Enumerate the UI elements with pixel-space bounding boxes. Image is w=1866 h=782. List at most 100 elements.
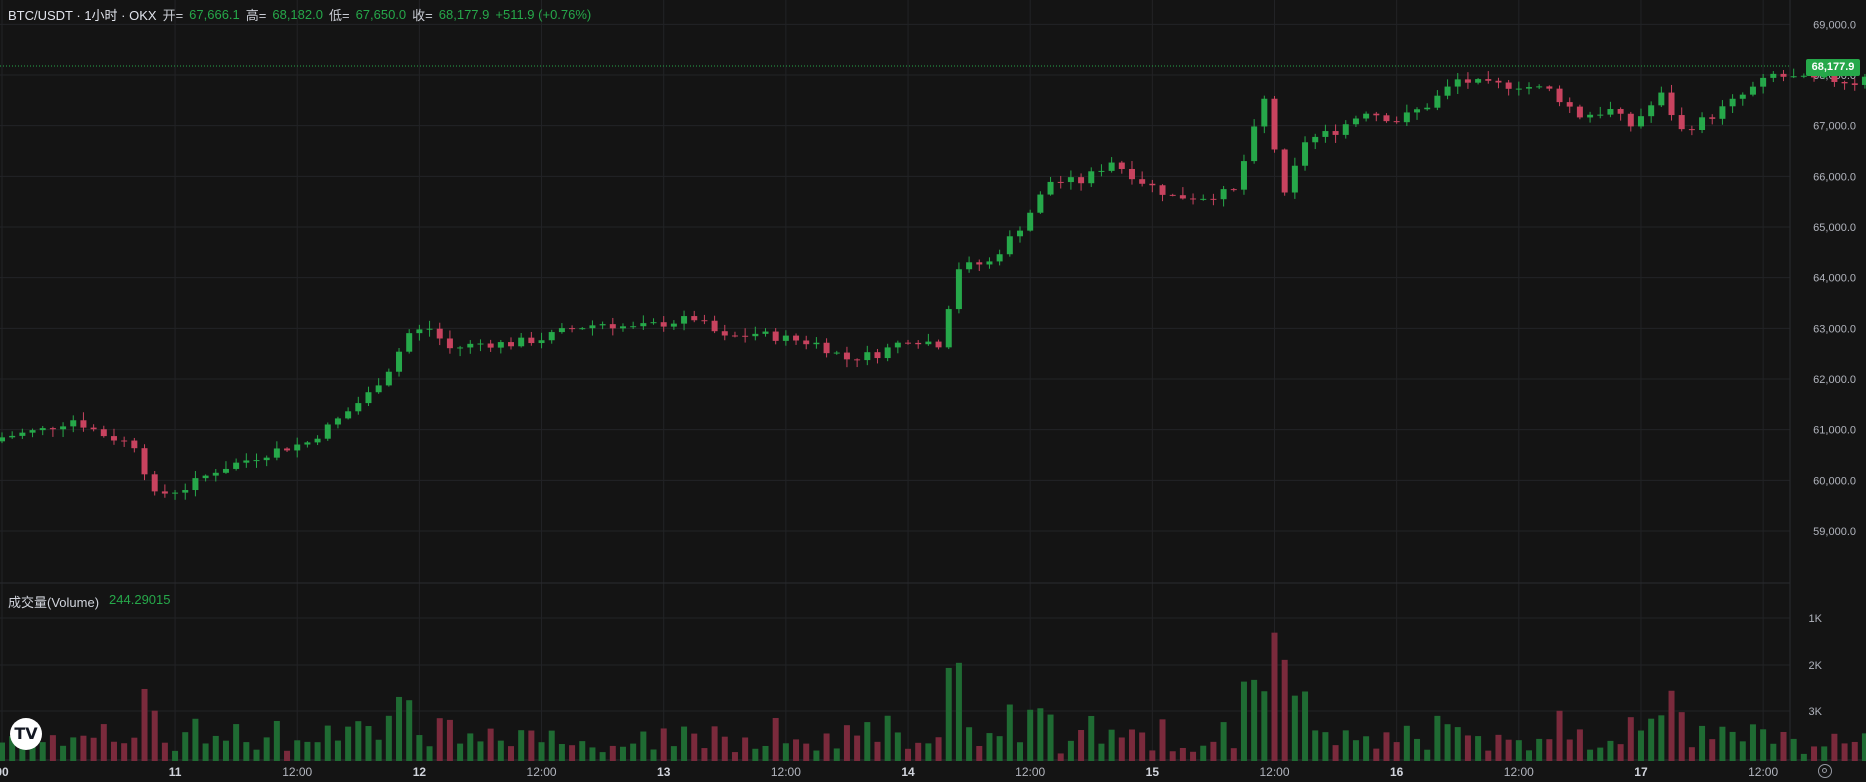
volume-bar xyxy=(60,745,67,761)
volume-bar xyxy=(1811,746,1818,761)
candle-body xyxy=(955,269,962,310)
volume-bar xyxy=(284,750,291,761)
volume-bar xyxy=(1128,729,1135,761)
volume-bar xyxy=(1037,708,1044,761)
candle-body xyxy=(1057,181,1064,183)
volume-bar xyxy=(935,737,942,761)
candle-body xyxy=(1444,86,1451,96)
candle-body xyxy=(1240,161,1247,190)
candle-body xyxy=(772,331,779,341)
volume-label: 成交量(Volume) xyxy=(8,595,100,610)
candle-body xyxy=(782,335,789,341)
volume-bar xyxy=(1454,727,1461,761)
volume-bar xyxy=(161,742,168,761)
volume-bar xyxy=(1414,738,1421,761)
candle-body xyxy=(161,491,168,494)
volume-bar xyxy=(772,717,779,761)
volume-bar xyxy=(1393,742,1400,761)
candle-body xyxy=(1688,129,1695,131)
volume-bar xyxy=(1139,732,1146,761)
tradingview-logo[interactable]: TV xyxy=(10,718,42,750)
candle-body xyxy=(121,440,128,442)
volume-bar xyxy=(1637,730,1644,761)
volume-bar xyxy=(752,748,759,761)
candle-body xyxy=(996,254,1003,262)
volume-bar xyxy=(477,741,484,761)
volume-bar xyxy=(742,737,749,761)
candle-body xyxy=(1373,113,1380,116)
volume-bar xyxy=(1200,745,1207,761)
candle-body xyxy=(558,328,565,333)
candle-body xyxy=(131,440,138,449)
volume-bar xyxy=(1526,750,1532,761)
candle-body xyxy=(202,475,209,479)
volume-bar xyxy=(976,746,983,761)
volume-bar xyxy=(375,739,382,761)
volume-bar xyxy=(202,743,209,761)
candle-body xyxy=(1637,116,1644,127)
price-tick-label: 61,000.0 xyxy=(1813,425,1856,437)
volume-bar xyxy=(1770,743,1777,761)
candle-body xyxy=(1067,177,1074,183)
candle-body xyxy=(976,262,983,265)
volume-bar xyxy=(416,735,423,761)
volume-bar xyxy=(782,743,789,761)
volume-bar xyxy=(497,740,504,761)
candle-body xyxy=(385,371,392,386)
volume-bar xyxy=(151,710,158,761)
volume-bar xyxy=(80,735,87,761)
candle-body xyxy=(548,332,555,341)
candle-body xyxy=(233,462,240,469)
candle-body xyxy=(70,420,77,427)
volume-bar xyxy=(1118,737,1125,761)
candle-body xyxy=(793,335,800,341)
candle-body xyxy=(1648,105,1655,117)
candle-body xyxy=(1800,75,1807,77)
volume-bar xyxy=(273,720,280,761)
volume-bar xyxy=(1597,747,1604,761)
candle-body xyxy=(324,424,331,439)
price-tick-label: 62,000.0 xyxy=(1813,374,1856,386)
candle-body xyxy=(1200,198,1207,200)
candle-body xyxy=(1332,131,1339,135)
volume-bar xyxy=(1312,730,1319,761)
candle-body xyxy=(243,460,250,463)
candle-body xyxy=(436,328,443,339)
time-tick-label: 17 xyxy=(1634,765,1648,779)
last-price-tag: 68,177.9 xyxy=(1806,59,1860,76)
candle-body xyxy=(813,342,820,345)
candle-body xyxy=(518,337,525,347)
candle-body xyxy=(915,342,922,345)
volume-bar xyxy=(1179,747,1186,761)
volume-bar xyxy=(558,744,565,761)
volume-bar xyxy=(1190,751,1197,761)
candle-body xyxy=(406,333,413,352)
candle-body xyxy=(304,442,311,445)
candle-body xyxy=(650,322,657,324)
candle-body xyxy=(1841,81,1848,84)
volume-bar xyxy=(762,745,769,761)
volume-bar xyxy=(263,737,270,761)
candle-body xyxy=(1006,236,1013,255)
time-tick-label: 14 xyxy=(901,765,915,779)
volume-bar xyxy=(49,735,56,761)
candle-body xyxy=(1302,142,1309,166)
candle-body xyxy=(1230,189,1237,191)
settings-icon[interactable] xyxy=(1818,764,1832,778)
volume-bar xyxy=(1607,740,1614,761)
volume-bar xyxy=(548,730,555,761)
ohlc-legend: BTC/USDT · 1小时 · OKX 开= 67,666.1 高= 68,182… xyxy=(8,5,591,24)
volume-bar xyxy=(314,742,321,761)
candle-body xyxy=(1729,98,1736,107)
candle-body xyxy=(1515,88,1522,90)
candle-body xyxy=(90,427,97,430)
volume-bar xyxy=(426,746,433,761)
candle-body xyxy=(1078,177,1085,184)
candle-body xyxy=(172,492,179,494)
volume-bar xyxy=(1566,739,1573,761)
candle-body xyxy=(630,326,637,328)
volume-bar xyxy=(345,726,352,761)
candle-body xyxy=(497,342,504,348)
candle-body xyxy=(1261,98,1268,127)
